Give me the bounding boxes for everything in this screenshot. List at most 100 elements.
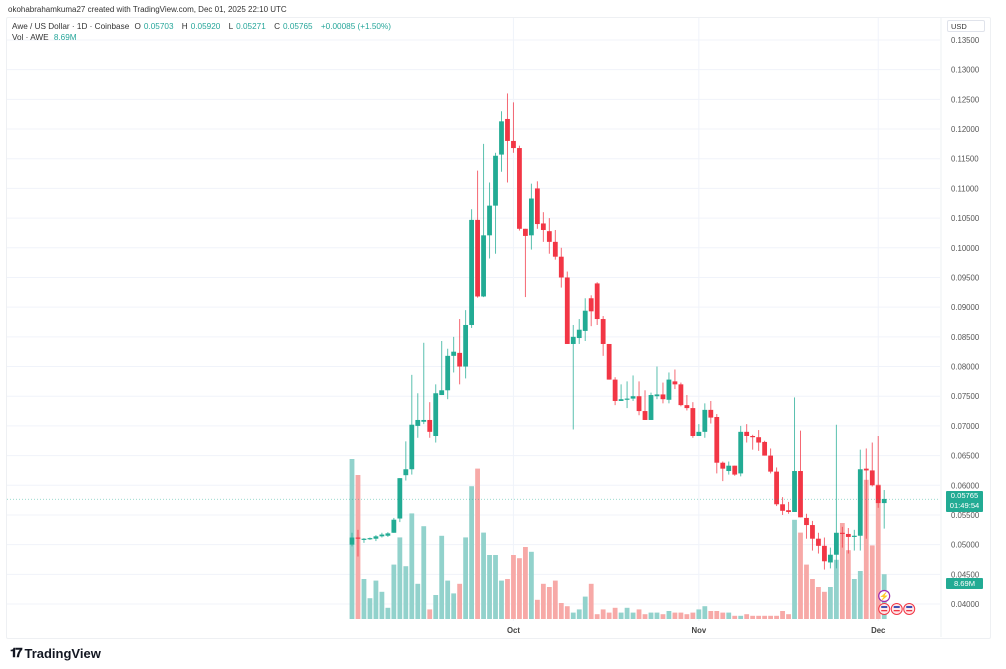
y-tick-label: 0.10500 bbox=[951, 214, 980, 223]
candle-body bbox=[702, 409, 708, 432]
candle-body bbox=[786, 510, 791, 512]
volume-bar bbox=[750, 615, 756, 619]
volume-label[interactable]: Vol · AWE bbox=[12, 33, 49, 42]
volume-bar bbox=[702, 606, 708, 619]
candle-body bbox=[678, 384, 684, 406]
candle-body bbox=[546, 231, 552, 242]
volume-bar bbox=[570, 612, 576, 619]
candle-body bbox=[666, 379, 672, 400]
volume-bar bbox=[833, 559, 839, 619]
candle-body bbox=[594, 283, 600, 320]
candle-body bbox=[355, 537, 361, 539]
candle-body bbox=[481, 235, 486, 297]
candle-body bbox=[391, 519, 397, 533]
volume-bar bbox=[445, 580, 451, 619]
candle-body bbox=[511, 140, 516, 149]
open-value: O 0.05703 bbox=[134, 22, 174, 31]
volume-bar bbox=[463, 537, 469, 619]
close-value: C 0.05765 bbox=[274, 22, 313, 31]
volume-bar bbox=[798, 532, 803, 619]
us-flag-event-icon bbox=[890, 603, 903, 615]
volume-bar bbox=[624, 607, 630, 619]
volume-bar bbox=[481, 532, 486, 619]
candle-body bbox=[714, 416, 720, 463]
currency-button[interactable]: USD bbox=[947, 20, 985, 32]
candle-body bbox=[618, 399, 624, 401]
us-flag-event-icon bbox=[903, 603, 916, 615]
x-tick-label: Nov bbox=[691, 626, 706, 635]
volume-bar bbox=[660, 614, 666, 619]
symbol-title[interactable]: Awe / US Dollar · 1D · Coinbase bbox=[12, 22, 130, 31]
y-tick-label: 0.04000 bbox=[951, 600, 980, 609]
candle-body bbox=[804, 517, 809, 526]
chart-legend: Awe / US Dollar · 1D · Coinbase O 0.05703… bbox=[12, 21, 394, 43]
volume-bar bbox=[439, 535, 445, 619]
volume-tag: 8.69M bbox=[946, 578, 983, 589]
candle-body bbox=[558, 256, 564, 278]
candle-body bbox=[487, 205, 492, 236]
candle-body bbox=[881, 498, 887, 504]
candle-body bbox=[588, 298, 594, 312]
tradingview-logo[interactable]: 𝟏𝟕 TradingView bbox=[10, 645, 101, 661]
volume-bar bbox=[558, 603, 564, 619]
volume-bar bbox=[738, 615, 744, 619]
volume-bar bbox=[869, 545, 875, 619]
candle-body bbox=[576, 329, 582, 339]
volume-bar bbox=[768, 615, 773, 619]
change-value: +0.00085 (+1.50%) bbox=[320, 22, 391, 31]
candle-body bbox=[851, 535, 857, 537]
candle-body bbox=[630, 396, 636, 399]
candle-body bbox=[822, 545, 827, 562]
candle-body bbox=[517, 148, 522, 229]
volume-bar bbox=[427, 609, 433, 619]
candle-body bbox=[367, 538, 373, 540]
candle-body bbox=[469, 219, 474, 325]
candle-body bbox=[636, 396, 642, 412]
volume-bar bbox=[451, 593, 457, 619]
volume-bar bbox=[696, 609, 702, 619]
candle-body bbox=[857, 469, 863, 536]
candle-body bbox=[672, 381, 678, 385]
volume-bar bbox=[762, 615, 768, 619]
volume-bar bbox=[433, 595, 439, 619]
last-price-tag: 0.05765 01:49:54 bbox=[946, 491, 983, 512]
candle-body bbox=[540, 223, 546, 230]
y-tick-label: 0.12000 bbox=[951, 125, 980, 134]
volume-bar bbox=[720, 612, 726, 619]
candle-body bbox=[505, 118, 510, 141]
volume-bar bbox=[529, 551, 534, 619]
candle-body bbox=[397, 478, 403, 519]
lightning-glyph: ⚡ bbox=[879, 591, 889, 601]
y-tick-label: 0.13500 bbox=[951, 36, 980, 45]
candle-body bbox=[534, 188, 540, 225]
volume-bar bbox=[875, 484, 881, 619]
flag-stripe bbox=[881, 606, 888, 608]
volume-row: Vol · AWE 8.69M bbox=[12, 32, 394, 43]
candle-body bbox=[756, 437, 762, 443]
volume-bar bbox=[594, 614, 600, 619]
volume-bar bbox=[457, 583, 463, 619]
volume-bar bbox=[576, 609, 582, 619]
volume-bar bbox=[839, 523, 845, 619]
volume-bar bbox=[618, 612, 624, 619]
volume-bar bbox=[606, 612, 612, 619]
candle-body bbox=[875, 485, 881, 504]
candle-body bbox=[409, 424, 415, 470]
volume-bar bbox=[493, 555, 498, 619]
volume-bar bbox=[361, 579, 367, 619]
volume-bar bbox=[774, 615, 779, 619]
candle-body bbox=[744, 431, 750, 436]
candle-body bbox=[493, 155, 498, 206]
candle-body bbox=[768, 455, 773, 472]
volume-bar bbox=[534, 599, 540, 619]
volume-bar bbox=[690, 612, 696, 619]
candle-body bbox=[774, 471, 779, 505]
y-tick-label: 0.06000 bbox=[951, 481, 980, 490]
y-tick-label: 0.13000 bbox=[951, 66, 980, 75]
candle-body bbox=[552, 241, 558, 257]
candle-body bbox=[696, 431, 702, 436]
candle-body bbox=[582, 310, 588, 331]
volume-bar bbox=[822, 591, 827, 619]
volume-bar bbox=[582, 596, 588, 619]
